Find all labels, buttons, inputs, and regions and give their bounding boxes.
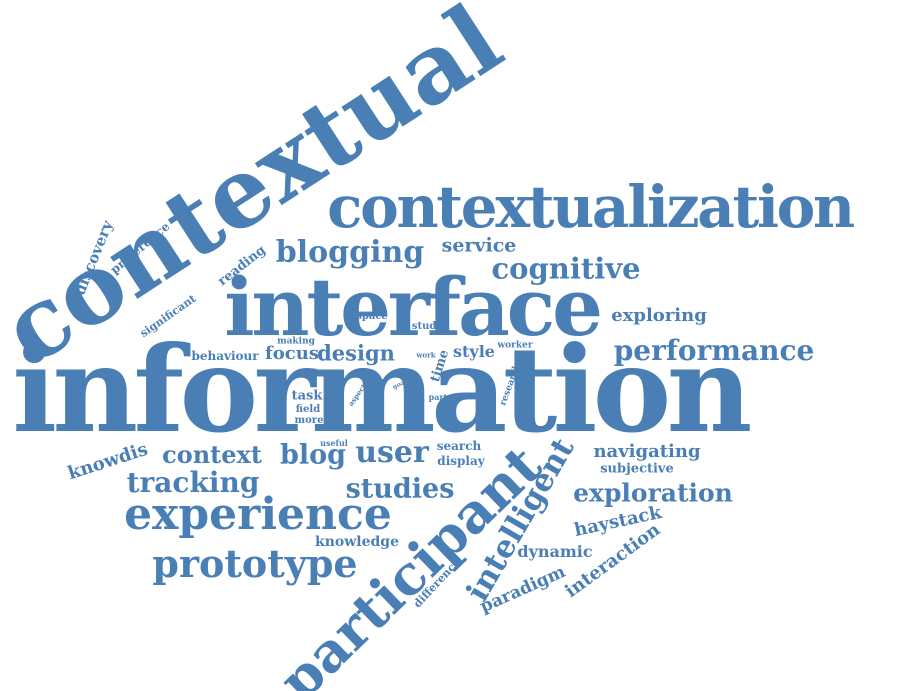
word-behaviour: behaviour [191,349,259,363]
word-field: field [295,404,321,415]
word-service: service [441,234,517,257]
word-design: design [317,340,395,366]
word-task: task [291,388,323,404]
word-information: information [12,320,752,459]
word-navigating: navigating [593,441,701,462]
word-cognitive: cognitive [491,251,641,286]
word-interface: interface [224,260,603,354]
word-contextualization: contextualization [327,173,855,241]
word-focus: focus [265,343,319,364]
word-search: search [436,439,482,453]
word-experience: experience [124,489,392,540]
word-subjective: subjective [600,461,674,477]
word-exploring: exploring [611,305,707,326]
word-knowledge: knowledge [315,534,399,550]
word-more: more [294,415,324,426]
word-useful: useful [320,438,348,448]
word-style: style [453,342,495,361]
word-space: space [356,311,388,322]
word-work: work [416,350,436,360]
word-performance: performance [613,334,815,367]
word-prototype: prototype [152,541,358,586]
word-context: context [162,440,262,469]
word-worker: worker [497,340,533,351]
word-dynamic: dynamic [517,542,593,561]
word-exploration: exploration [573,478,733,508]
word-display: display [437,454,485,468]
word-part: part [428,392,448,402]
word-blogging: blogging [275,235,425,270]
word-blog: blog [279,439,347,471]
word-user: user [355,435,429,470]
word-making: making [277,336,315,347]
word-tracking: tracking [126,466,260,499]
word-studies: studies [345,473,455,505]
word-study: study [411,321,443,332]
